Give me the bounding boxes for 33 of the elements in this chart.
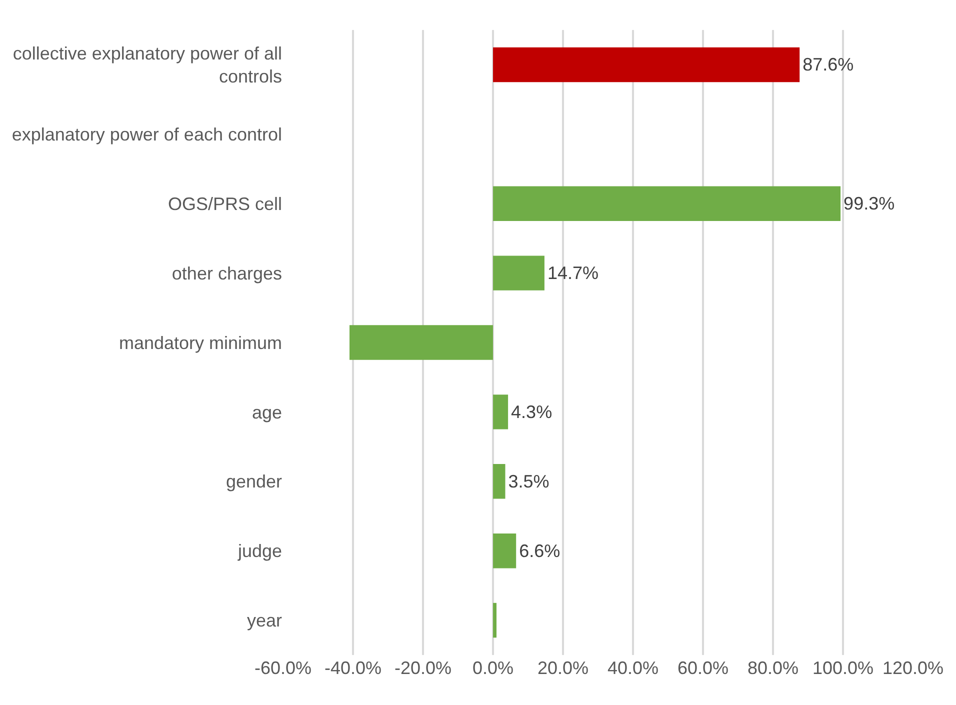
data-label: 6.6% <box>519 540 560 561</box>
bar <box>493 394 508 430</box>
x-tick-label: -40.0% <box>324 658 382 678</box>
bar <box>493 256 544 290</box>
y-tick-label: other charges <box>172 263 282 284</box>
x-tick-label: 20.0% <box>537 658 589 678</box>
x-tick-label: 60.0% <box>677 658 729 678</box>
x-tick-label: 120.0% <box>882 658 944 678</box>
x-tick-label: -20.0% <box>394 658 452 678</box>
bar <box>350 325 493 360</box>
bar <box>493 47 800 82</box>
y-tick-label: mandatory minimum <box>118 332 282 353</box>
data-label: 99.3% <box>844 194 895 214</box>
data-label: 14.7% <box>547 263 598 284</box>
y-tick-label: gender <box>226 472 282 492</box>
x-tick-label: 80.0% <box>747 658 799 678</box>
data-label: 4.3% <box>511 402 552 422</box>
bar <box>493 602 496 638</box>
x-tick-label: 40.0% <box>607 658 659 678</box>
data-label: 87.6% <box>802 54 854 75</box>
y-tick-label: collective explanatory power of all controls <box>12 43 282 87</box>
bar <box>493 464 506 499</box>
y-tick-label: age <box>252 402 282 422</box>
data-label: 3.5% <box>508 471 550 492</box>
y-tick-label: judge <box>236 541 282 562</box>
bar <box>493 186 841 221</box>
x-tick-label: 0.0% <box>472 658 514 678</box>
x-tick-label: -60.0% <box>254 658 312 678</box>
y-tick-label: explanatory power of each control <box>12 124 282 144</box>
x-tick-label: 100.0% <box>812 658 874 678</box>
y-tick-label: OGS/PRS cell <box>168 194 282 214</box>
bar <box>493 533 516 568</box>
y-tick-label: year <box>246 610 282 631</box>
